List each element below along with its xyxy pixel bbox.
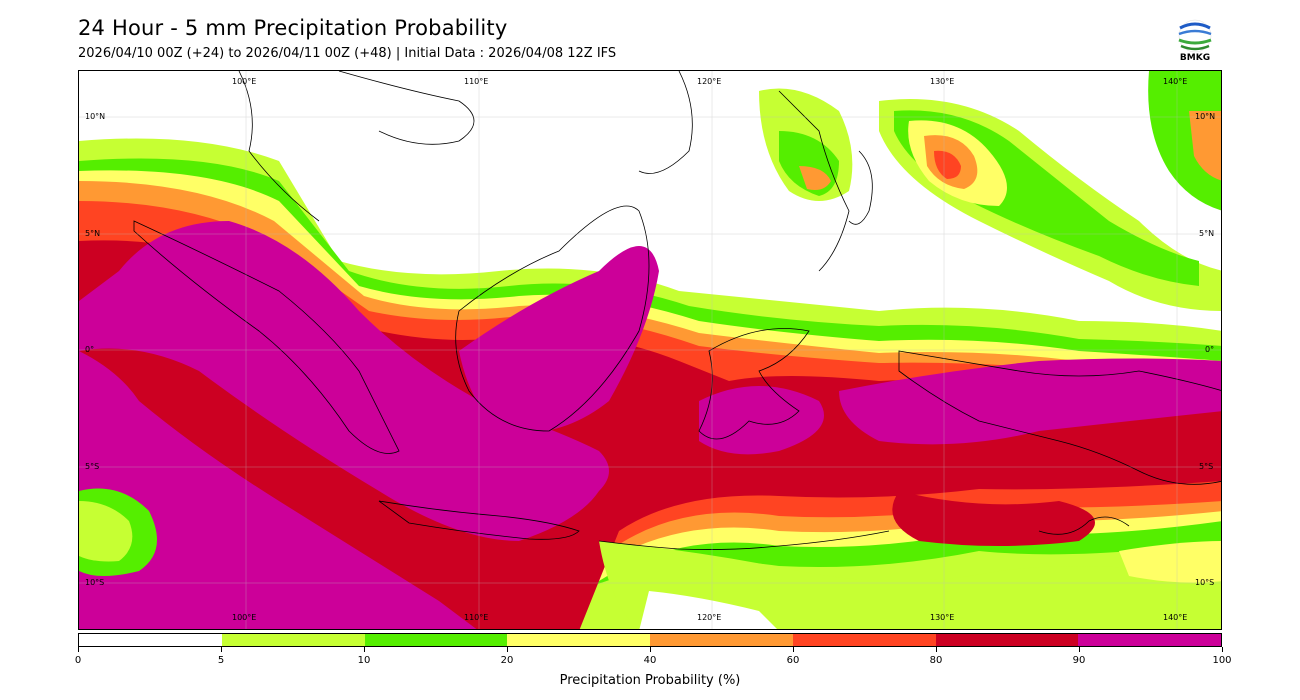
map-title: 24 Hour - 5 mm Precipitation Probability bbox=[78, 16, 508, 40]
colorbar-tick bbox=[220, 647, 222, 652]
colorbar-tick bbox=[792, 647, 794, 652]
bmkg-logo: BMKG bbox=[1170, 18, 1220, 66]
lat-label-right: 10°S bbox=[1195, 578, 1215, 587]
lon-label-top: 140°E bbox=[1163, 77, 1188, 86]
lon-label-top: 110°E bbox=[464, 77, 489, 86]
colorbar-tick-label: 5 bbox=[217, 655, 225, 666]
precipitation-map[interactable]: 100°E 110°E 120°E 130°E 140°E 100°E 110°… bbox=[78, 70, 1222, 630]
colorbar-segment bbox=[221, 634, 365, 646]
colorbar-title: Precipitation Probability (%) bbox=[559, 673, 741, 688]
colorbar-tick-label: 60 bbox=[786, 655, 800, 666]
lon-label-top: 120°E bbox=[697, 77, 722, 86]
map-subtitle: 2026/04/10 00Z (+24) to 2026/04/11 00Z (… bbox=[78, 46, 617, 61]
lat-label-left: 10°N bbox=[85, 112, 106, 121]
colorbar-tick-label: 80 bbox=[929, 655, 943, 666]
colorbar-tick bbox=[935, 647, 937, 652]
lat-label-left: 10°S bbox=[85, 578, 105, 587]
colorbar-tick-label: 20 bbox=[500, 655, 514, 666]
lon-label-bottom: 130°E bbox=[930, 613, 955, 622]
lat-label-right: 5°S bbox=[1199, 462, 1214, 471]
lon-label-top: 130°E bbox=[930, 77, 955, 86]
colorbar-tick bbox=[649, 647, 651, 652]
colorbar-segment bbox=[650, 634, 793, 646]
precipitation-map-svg bbox=[79, 71, 1221, 629]
lat-label-right: 0° bbox=[1205, 345, 1215, 354]
colorbar-segment bbox=[507, 634, 650, 646]
logo-text: BMKG bbox=[1179, 53, 1211, 63]
lon-label-bottom: 100°E bbox=[232, 613, 257, 622]
colorbar-tick-label: 10 bbox=[357, 655, 371, 666]
colorbar-tick bbox=[1078, 647, 1080, 652]
colorbar-segment bbox=[935, 634, 1079, 646]
lon-label-bottom: 110°E bbox=[464, 613, 489, 622]
lat-label-left: 5°N bbox=[85, 229, 101, 238]
lat-label-right: 10°N bbox=[1195, 112, 1216, 121]
colorbar-tick bbox=[1221, 647, 1223, 652]
colorbar-tick bbox=[77, 647, 79, 652]
lon-label-bottom: 120°E bbox=[697, 613, 722, 622]
lon-label-bottom: 140°E bbox=[1163, 613, 1188, 622]
colorbar-segment bbox=[364, 634, 508, 646]
colorbar-segment bbox=[79, 634, 222, 646]
colorbar bbox=[78, 633, 1222, 647]
colorbar-segment bbox=[1078, 634, 1221, 646]
bmkg-logo-icon bbox=[1178, 19, 1212, 53]
colorbar-tick-label: 0 bbox=[74, 655, 82, 666]
colorbar-tick-label: 40 bbox=[643, 655, 657, 666]
colorbar-tick bbox=[363, 647, 365, 652]
colorbar-segment bbox=[792, 634, 936, 646]
lat-label-left: 0° bbox=[85, 345, 95, 354]
colorbar-tick-label: 90 bbox=[1072, 655, 1086, 666]
lon-label-top: 100°E bbox=[232, 77, 257, 86]
lat-label-right: 5°N bbox=[1199, 229, 1215, 238]
colorbar-tick bbox=[506, 647, 508, 652]
lat-label-left: 5°S bbox=[85, 462, 100, 471]
colorbar-tick-label: 100 bbox=[1212, 655, 1232, 666]
